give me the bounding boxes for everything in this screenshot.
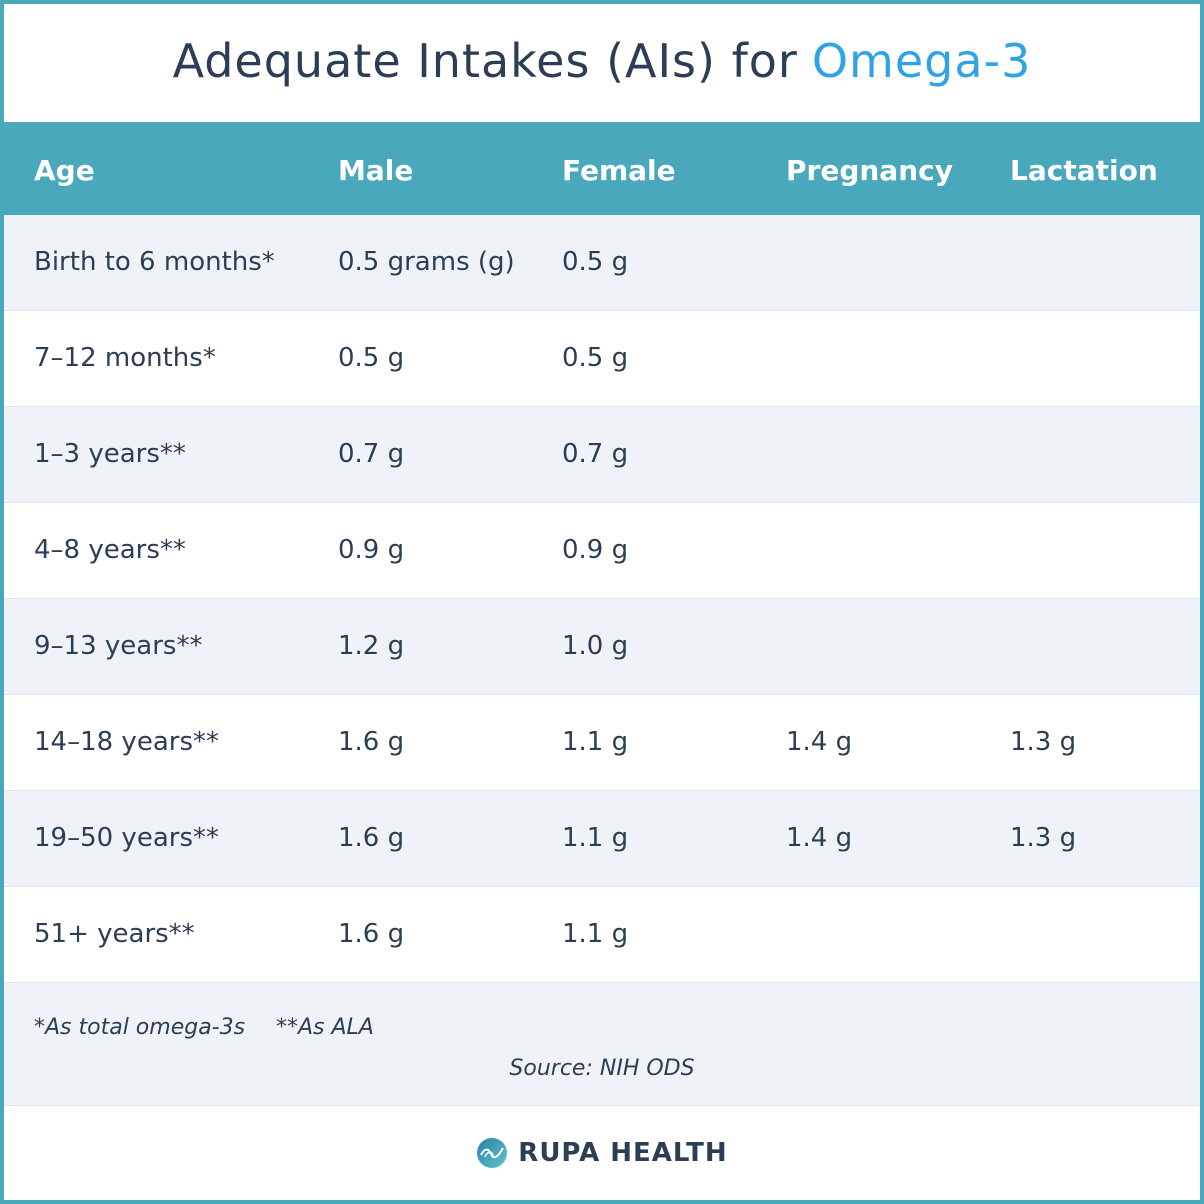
table-row: 19–50 years** 1.6 g 1.1 g 1.4 g 1.3 g [4,791,1200,887]
cell-age: 14–18 years** [34,727,219,757]
cell-age: 4–8 years** [34,535,186,565]
page-title: Adequate Intakes (AIs) for Omega-3 [4,4,1200,118]
cell-male: 0.7 g [338,439,405,469]
brand-name: RUPA HEALTH [518,1138,728,1168]
cell-female: 0.7 g [562,439,629,469]
brand-footer: RUPA HEALTH [4,1106,1200,1200]
table-row: 9–13 years** 1.2 g 1.0 g [4,599,1200,695]
cell-age: 1–3 years** [34,439,186,469]
header-pregnancy: Pregnancy [786,154,953,187]
header-age: Age [34,154,95,187]
footnote-single-asterisk: *As total omega-3s [34,1015,246,1040]
cell-female: 0.5 g [562,343,629,373]
cell-lactation: 1.3 g [1010,727,1077,757]
cell-lactation: 1.3 g [1010,823,1077,853]
cell-female: 1.1 g [562,727,629,757]
cell-age: 51+ years** [34,919,195,949]
cell-age: 19–50 years** [34,823,219,853]
table-row: 51+ years** 1.6 g 1.1 g [4,887,1200,983]
table-header: Age Male Female Pregnancy Lactation [0,122,1204,219]
table-row: Birth to 6 months* 0.5 grams (g) 0.5 g [4,215,1200,311]
cell-male: 1.6 g [338,727,405,757]
cell-pregnancy: 1.4 g [786,823,853,853]
cell-female: 1.1 g [562,823,629,853]
footnote-double-asterisk: **As ALA [276,1015,374,1040]
cell-male: 0.9 g [338,535,405,565]
cell-female: 1.0 g [562,631,629,661]
cell-female: 1.1 g [562,919,629,949]
cell-male: 0.5 grams (g) [338,247,515,277]
rupa-health-logo-icon [477,1138,508,1168]
cell-age: 9–13 years** [34,631,203,661]
source-note: Source: NIH ODS [509,1056,695,1081]
cell-age: Birth to 6 months* [34,247,275,277]
header-female: Female [562,154,676,187]
cell-female: 0.5 g [562,247,629,277]
table-row: 4–8 years** 0.9 g 0.9 g [4,503,1200,599]
cell-pregnancy: 1.4 g [786,727,853,757]
header-lactation: Lactation [1010,154,1158,187]
table-row: 14–18 years** 1.6 g 1.1 g 1.4 g 1.3 g [4,695,1200,791]
table-row: 1–3 years** 0.7 g 0.7 g [4,407,1200,503]
title-accent: Omega-3 [811,34,1032,88]
table-row: 7–12 months* 0.5 g 0.5 g [4,311,1200,407]
footnotes: *As total omega-3s **As ALA Source: NIH … [4,983,1200,1106]
cell-male: 1.6 g [338,823,405,853]
cell-age: 7–12 months* [34,343,216,373]
infographic: Adequate Intakes (AIs) for Omega-3 Age M… [0,4,1204,1200]
cell-male: 1.2 g [338,631,405,661]
title-main: Adequate Intakes (AIs) for [172,34,798,88]
cell-male: 1.6 g [338,919,405,949]
cell-male: 0.5 g [338,343,405,373]
cell-female: 0.9 g [562,535,629,565]
header-male: Male [338,154,414,187]
